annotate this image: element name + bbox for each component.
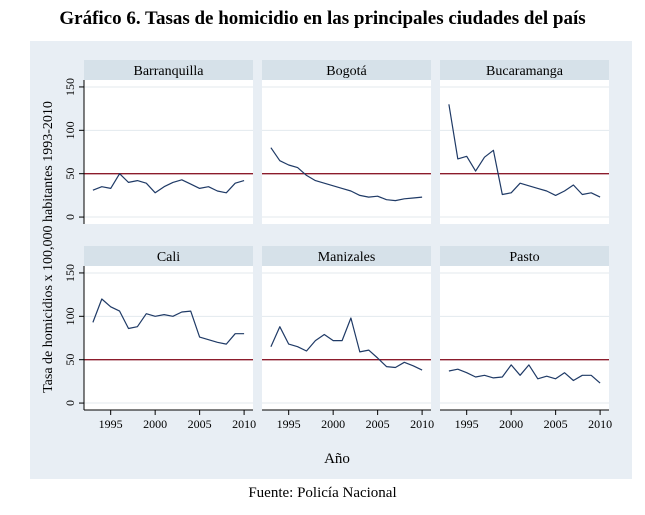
x-tick-label: 2000 [499, 417, 523, 431]
series-line-bogota [270, 147, 423, 202]
series-line-barranquilla [92, 173, 245, 194]
panel-strip [84, 60, 253, 80]
chart-title: Gráfico 6. Tasas de homicidio en las pri… [59, 8, 586, 29]
panel-plot-area [262, 266, 431, 410]
panel-title: Manizales [318, 250, 376, 265]
chart-source-note: Fuente: Policía Nacional [248, 485, 397, 501]
y-tick-label: 100 [63, 307, 77, 325]
series-line-manizales [270, 317, 423, 371]
x-tick-label: 2000 [321, 417, 345, 431]
x-tick-label: 2005 [544, 417, 568, 431]
x-tick-label: 2010 [588, 417, 612, 431]
y-tick-label: 150 [63, 78, 77, 96]
y-tick-label: 0 [63, 214, 77, 220]
y-tick-label: 0 [63, 400, 77, 406]
panel-plot-area [440, 80, 609, 224]
x-tick-label: 1995 [455, 417, 479, 431]
series-line-bucaramanga [448, 104, 601, 198]
panel-strip [440, 60, 609, 80]
panel-plot-area [84, 80, 253, 224]
series-line-pasto [448, 364, 601, 384]
panel-title: Barranquilla [134, 64, 205, 79]
panel-strip [84, 246, 253, 266]
panel-title: Cali [157, 250, 180, 265]
panel-plot-area [262, 80, 431, 224]
panel-plot-area [440, 266, 609, 410]
y-tick-label: 50 [63, 354, 77, 366]
x-tick-label: 1995 [277, 417, 301, 431]
y-tick-label: 50 [63, 168, 77, 180]
panel-bogota: Bogotá [262, 60, 431, 224]
x-tick-label: 2010 [232, 417, 256, 431]
x-tick-label: 2010 [410, 417, 434, 431]
panel-strip [262, 60, 431, 80]
y-tick-label: 150 [63, 264, 77, 282]
y-tick-label: 100 [63, 121, 77, 139]
x-tick-label: 1995 [99, 417, 123, 431]
panel-cali: Cali [84, 246, 253, 410]
x-tick-label: 2005 [188, 417, 212, 431]
panel-title: Pasto [509, 250, 539, 265]
panels-layer: Barranquilla Bogotá Bucaramanga Cali Manizal… [84, 60, 609, 410]
panel-bucaramanga: Bucaramanga [440, 60, 609, 224]
panel-strip [262, 246, 431, 266]
panel-manizales: Manizales [262, 246, 431, 410]
x-tick-label: 2000 [143, 417, 167, 431]
y-axis-label: Tasa de homicidios x 100,000 habitantes … [41, 101, 56, 393]
x-tick-label: 2005 [366, 417, 390, 431]
panel-barranquilla: Barranquilla [84, 60, 253, 224]
series-line-cali [92, 298, 245, 345]
panel-pasto: Pasto [440, 246, 609, 410]
panel-title: Bucaramanga [486, 64, 564, 79]
axes-layer: 0 50 100 150 0 50 100 150 1995 2000 2005 2010 1995 20… [63, 78, 612, 431]
panel-strip [440, 246, 609, 266]
panel-plot-area [84, 266, 253, 410]
x-axis-label: Año [324, 451, 350, 467]
panel-title: Bogotá [326, 64, 367, 79]
